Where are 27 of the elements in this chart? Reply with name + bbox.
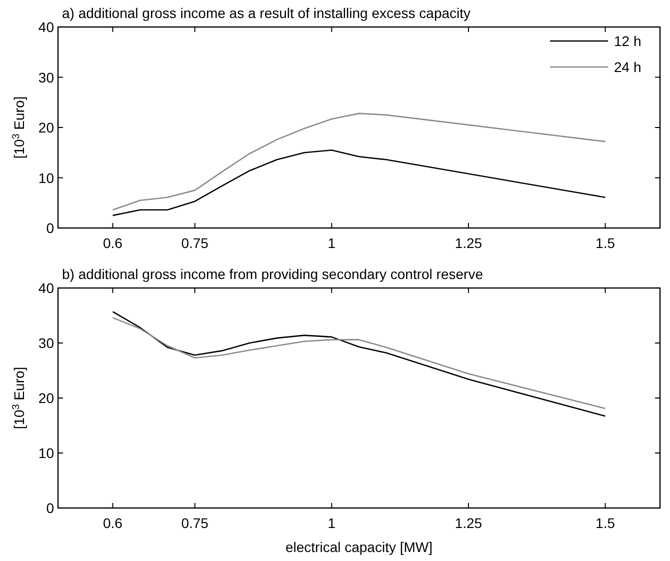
legend-label: 12 h [614,33,642,49]
x-tick-label: 1.25 [454,515,482,531]
y-tick-label: 40 [38,280,54,296]
x-tick-label: 0.6 [102,235,123,251]
x-tick-label: 0.6 [102,515,123,531]
x-axis-title: electrical capacity [MW] [285,539,433,555]
y-tick-label: 40 [38,19,54,35]
chart-title: b) additional gross income from providing secondary control reserve [62,266,484,282]
y-tick-label: 20 [38,390,54,406]
y-tick-label: 30 [38,69,54,86]
x-tick-label: 1 [328,235,336,251]
line-series [112,149,606,216]
legend-label: 24 h [614,59,642,75]
x-tick-label: 1.25 [454,235,482,251]
y-tick-label: 10 [38,170,54,186]
x-tick-label: 1 [328,515,336,531]
y-tick-label: 30 [38,335,54,351]
y-tick-label: 20 [38,120,54,136]
chart-title: a) additional gross income as a result of installing excess capacity [62,5,471,21]
x-tick-label: 1.5 [596,515,616,531]
x-tick-label: 0.75 [181,235,209,251]
line-series [112,112,606,211]
y-tick-label: 10 [38,445,54,461]
x-tick-label: 0.75 [181,515,209,531]
x-tick-label: 1.5 [596,235,616,251]
y-tick-label: 0 [46,500,54,516]
y-tick-label: 0 [46,220,54,236]
